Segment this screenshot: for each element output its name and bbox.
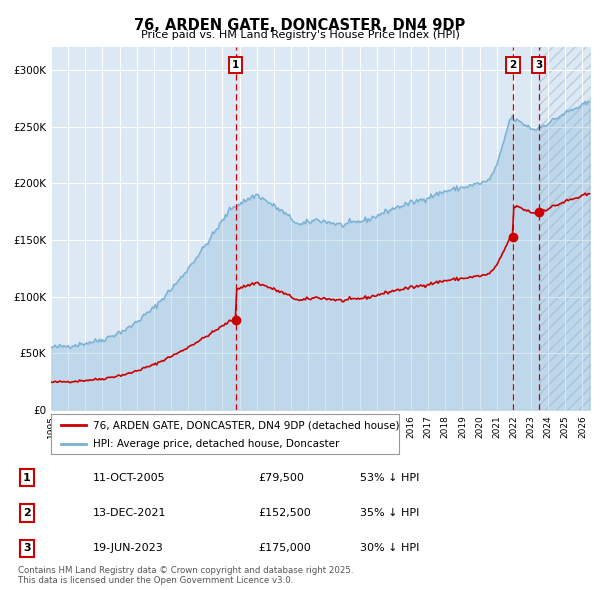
Text: Contains HM Land Registry data © Crown copyright and database right 2025.
This d: Contains HM Land Registry data © Crown c… <box>18 566 353 585</box>
Text: 11-OCT-2005: 11-OCT-2005 <box>93 473 166 483</box>
Text: 30% ↓ HPI: 30% ↓ HPI <box>360 543 419 553</box>
Text: £152,500: £152,500 <box>258 508 311 518</box>
Text: Price paid vs. HM Land Registry's House Price Index (HPI): Price paid vs. HM Land Registry's House … <box>140 30 460 40</box>
Text: 76, ARDEN GATE, DONCASTER, DN4 9DP (detached house): 76, ARDEN GATE, DONCASTER, DN4 9DP (deta… <box>93 421 399 431</box>
Text: 76, ARDEN GATE, DONCASTER, DN4 9DP: 76, ARDEN GATE, DONCASTER, DN4 9DP <box>134 18 466 32</box>
Text: 1: 1 <box>232 60 239 70</box>
Text: HPI: Average price, detached house, Doncaster: HPI: Average price, detached house, Donc… <box>93 440 339 449</box>
Bar <box>539 47 591 410</box>
Text: 13-DEC-2021: 13-DEC-2021 <box>93 508 167 518</box>
Text: 2: 2 <box>509 60 517 70</box>
Bar <box>539 47 591 410</box>
Text: £175,000: £175,000 <box>258 543 311 553</box>
Text: 3: 3 <box>23 543 31 553</box>
Text: 53% ↓ HPI: 53% ↓ HPI <box>360 473 419 483</box>
Text: £79,500: £79,500 <box>258 473 304 483</box>
Text: 19-JUN-2023: 19-JUN-2023 <box>93 543 164 553</box>
Text: 3: 3 <box>535 60 542 70</box>
Text: 2: 2 <box>23 508 31 518</box>
Text: 1: 1 <box>23 473 31 483</box>
Text: 35% ↓ HPI: 35% ↓ HPI <box>360 508 419 518</box>
